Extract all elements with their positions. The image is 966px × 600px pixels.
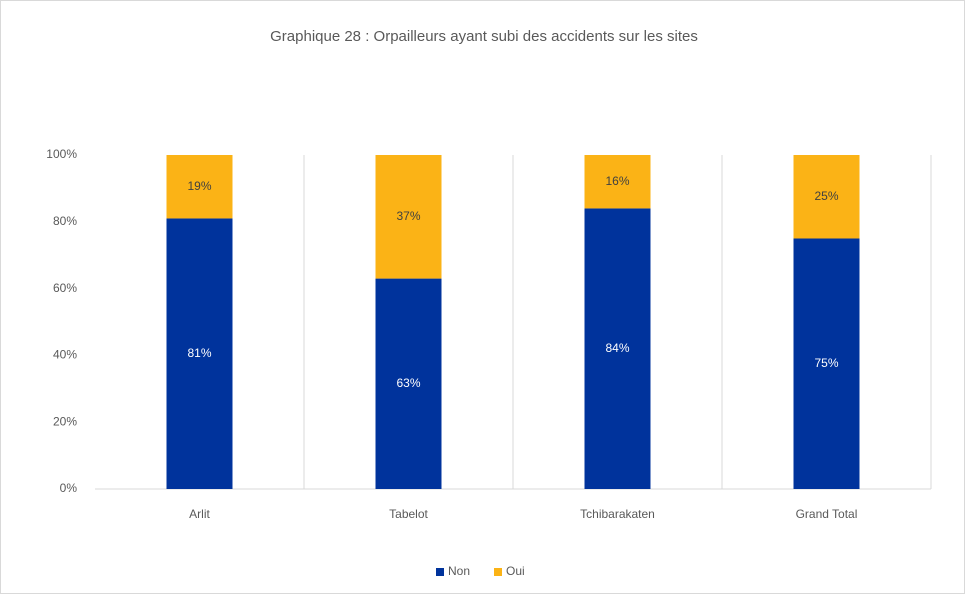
y-tick-label: 0% xyxy=(60,481,78,495)
legend-swatch xyxy=(494,568,502,576)
data-label: 19% xyxy=(187,179,211,193)
data-label: 75% xyxy=(814,356,838,370)
x-tick-label: Grand Total xyxy=(796,507,858,521)
legend-swatch xyxy=(436,568,444,576)
bar-segment xyxy=(793,238,860,489)
bar-segment xyxy=(166,155,233,219)
bar-segment xyxy=(793,155,860,239)
y-tick-label: 20% xyxy=(53,414,77,428)
y-tick-label: 100% xyxy=(46,147,77,161)
y-tick-label: 80% xyxy=(53,214,77,228)
legend-label: Oui xyxy=(506,564,525,578)
y-tick-label: 60% xyxy=(53,281,77,295)
bar-segment xyxy=(584,155,651,209)
bar-segment xyxy=(375,278,442,489)
bar-segment xyxy=(584,208,651,489)
y-tick-label: 40% xyxy=(53,348,77,362)
data-label: 16% xyxy=(605,174,629,188)
data-label: 25% xyxy=(814,189,838,203)
legend-label: Non xyxy=(448,564,470,578)
data-label: 81% xyxy=(187,346,211,360)
bar-segment xyxy=(375,155,442,279)
bar-segment xyxy=(166,218,233,489)
data-label: 63% xyxy=(396,376,420,390)
x-tick-label: Tabelot xyxy=(389,507,428,521)
x-tick-label: Arlit xyxy=(189,507,210,521)
x-tick-label: Tchibarakaten xyxy=(580,507,655,521)
data-label: 84% xyxy=(605,341,629,355)
data-label: 37% xyxy=(396,209,420,223)
chart-title: Graphique 28 : Orpailleurs ayant subi de… xyxy=(270,28,698,45)
